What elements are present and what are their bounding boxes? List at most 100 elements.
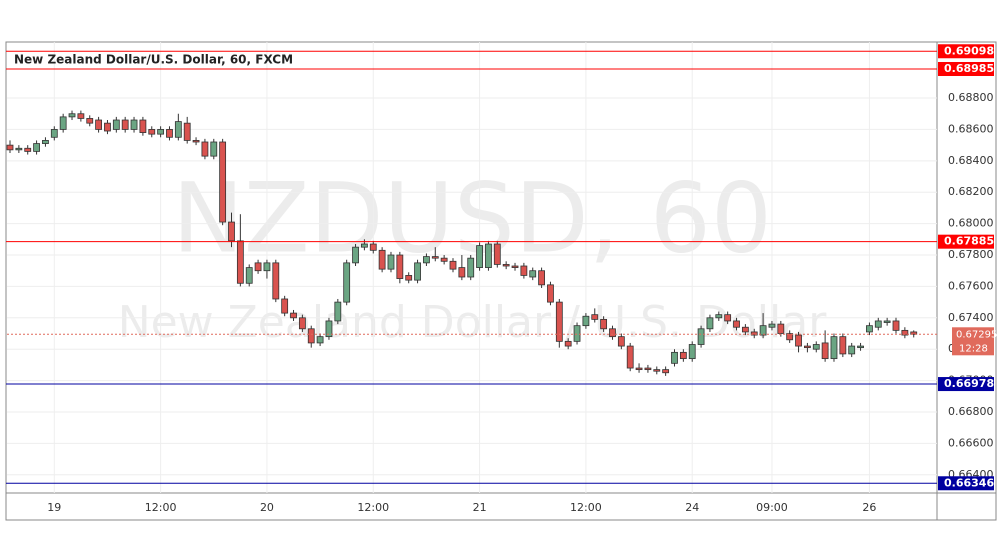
- candle-body: [192, 140, 200, 143]
- x-tick-label: 09:00: [756, 501, 788, 514]
- candle-body: [795, 334, 802, 347]
- y-tick-label: 0.68200: [948, 185, 994, 198]
- candle-body: [449, 260, 457, 270]
- candle-body: [901, 329, 909, 336]
- candle-body: [112, 119, 120, 130]
- candle-body: [724, 314, 732, 322]
- candle-body: [812, 344, 820, 350]
- candle-body: [369, 243, 377, 251]
- candle-body: [210, 141, 218, 157]
- candle-body: [281, 298, 289, 314]
- candle-body: [653, 369, 661, 372]
- candle-body: [883, 320, 891, 323]
- countdown-label: 12:28: [959, 343, 988, 354]
- candle-body: [857, 345, 864, 349]
- candle-body: [617, 336, 625, 347]
- candle-body: [95, 119, 102, 130]
- candle-body: [529, 270, 537, 278]
- price-label: 0.68985: [944, 62, 994, 75]
- candle-body: [236, 240, 244, 284]
- candle-body: [405, 275, 413, 281]
- candle-body: [290, 312, 297, 319]
- candle-body: [626, 345, 634, 369]
- candle-body: [352, 246, 359, 264]
- candle-body: [804, 345, 811, 349]
- x-tick-label: 19: [47, 501, 61, 514]
- candle-body: [50, 129, 58, 138]
- candle-body: [360, 243, 368, 248]
- candle-body: [254, 262, 262, 272]
- candle-body: [759, 325, 767, 336]
- candle-body: [440, 257, 448, 262]
- y-tick-label: 0.68400: [948, 154, 994, 167]
- price-label-bg: [938, 476, 994, 491]
- y-tick-label: 0.68600: [948, 122, 994, 135]
- y-tick-label: 0.67600: [948, 279, 994, 292]
- candle-body: [910, 331, 918, 335]
- candle-body: [458, 267, 466, 278]
- x-tick-label: 12:00: [145, 501, 177, 514]
- y-tick-label: 0.67800: [948, 248, 994, 261]
- candle-body: [777, 323, 785, 334]
- candle-body: [219, 141, 227, 223]
- candle-body: [706, 317, 714, 330]
- candle-body: [157, 129, 165, 135]
- y-tick-label: 0.68000: [948, 217, 994, 230]
- candle-body: [334, 301, 342, 322]
- candle-body: [750, 331, 758, 336]
- candle-body: [228, 221, 235, 242]
- x-tick-label: 12:00: [357, 501, 389, 514]
- candle-body: [715, 314, 723, 319]
- candle-body: [272, 262, 280, 300]
- candle-body: [848, 345, 856, 355]
- price-label: 0.66346: [944, 476, 994, 489]
- x-tick-label: 24: [685, 501, 699, 514]
- candle-body: [77, 113, 85, 119]
- candle-body: [741, 326, 749, 333]
- y-tick-label: 0.66600: [948, 436, 994, 449]
- price-label-bg: [938, 44, 994, 59]
- candle-body: [24, 147, 32, 152]
- x-tick-label: 21: [473, 501, 487, 514]
- candle-body: [839, 336, 847, 355]
- candle-body: [431, 256, 439, 259]
- candle-body: [564, 340, 572, 347]
- candle-body: [892, 320, 900, 331]
- candle-body: [786, 333, 794, 341]
- candle-body: [555, 301, 563, 342]
- frame: [5, 41, 997, 521]
- candle-body: [671, 351, 678, 364]
- candle-body: [387, 254, 395, 270]
- price-label: 0.69098: [944, 44, 994, 57]
- candle-body: [104, 122, 111, 132]
- candle-body: [42, 140, 49, 144]
- candle-body: [86, 118, 94, 124]
- candle-body: [68, 113, 76, 118]
- candle-body: [325, 320, 333, 338]
- candle-body: [644, 367, 652, 371]
- y-tick-label: 0.66800: [948, 405, 994, 418]
- candle-body: [423, 256, 430, 264]
- candle-body: [733, 320, 740, 328]
- x-tick-label: 12:00: [570, 501, 602, 514]
- candle-body: [166, 129, 173, 138]
- candle-body: [476, 245, 483, 268]
- candle-body: [59, 116, 67, 130]
- candle-body: [866, 325, 873, 333]
- y-tick-label: 0.67400: [948, 311, 994, 324]
- candle-body: [378, 249, 386, 270]
- price-label-bg: [938, 62, 994, 77]
- candle-body: [679, 351, 687, 360]
- candle-body: [768, 323, 776, 328]
- candle-body: [245, 267, 253, 284]
- candle-body: [15, 147, 23, 151]
- candle-body: [414, 262, 421, 281]
- candle-body: [307, 328, 315, 344]
- candle-body: [201, 141, 209, 157]
- candle-body: [538, 270, 545, 286]
- candle-body: [821, 342, 829, 360]
- candle-body: [591, 314, 599, 320]
- candle-body: [396, 254, 404, 279]
- candle-body: [573, 325, 581, 342]
